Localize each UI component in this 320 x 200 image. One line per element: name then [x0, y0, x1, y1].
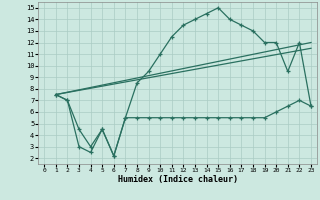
X-axis label: Humidex (Indice chaleur): Humidex (Indice chaleur) — [118, 175, 238, 184]
